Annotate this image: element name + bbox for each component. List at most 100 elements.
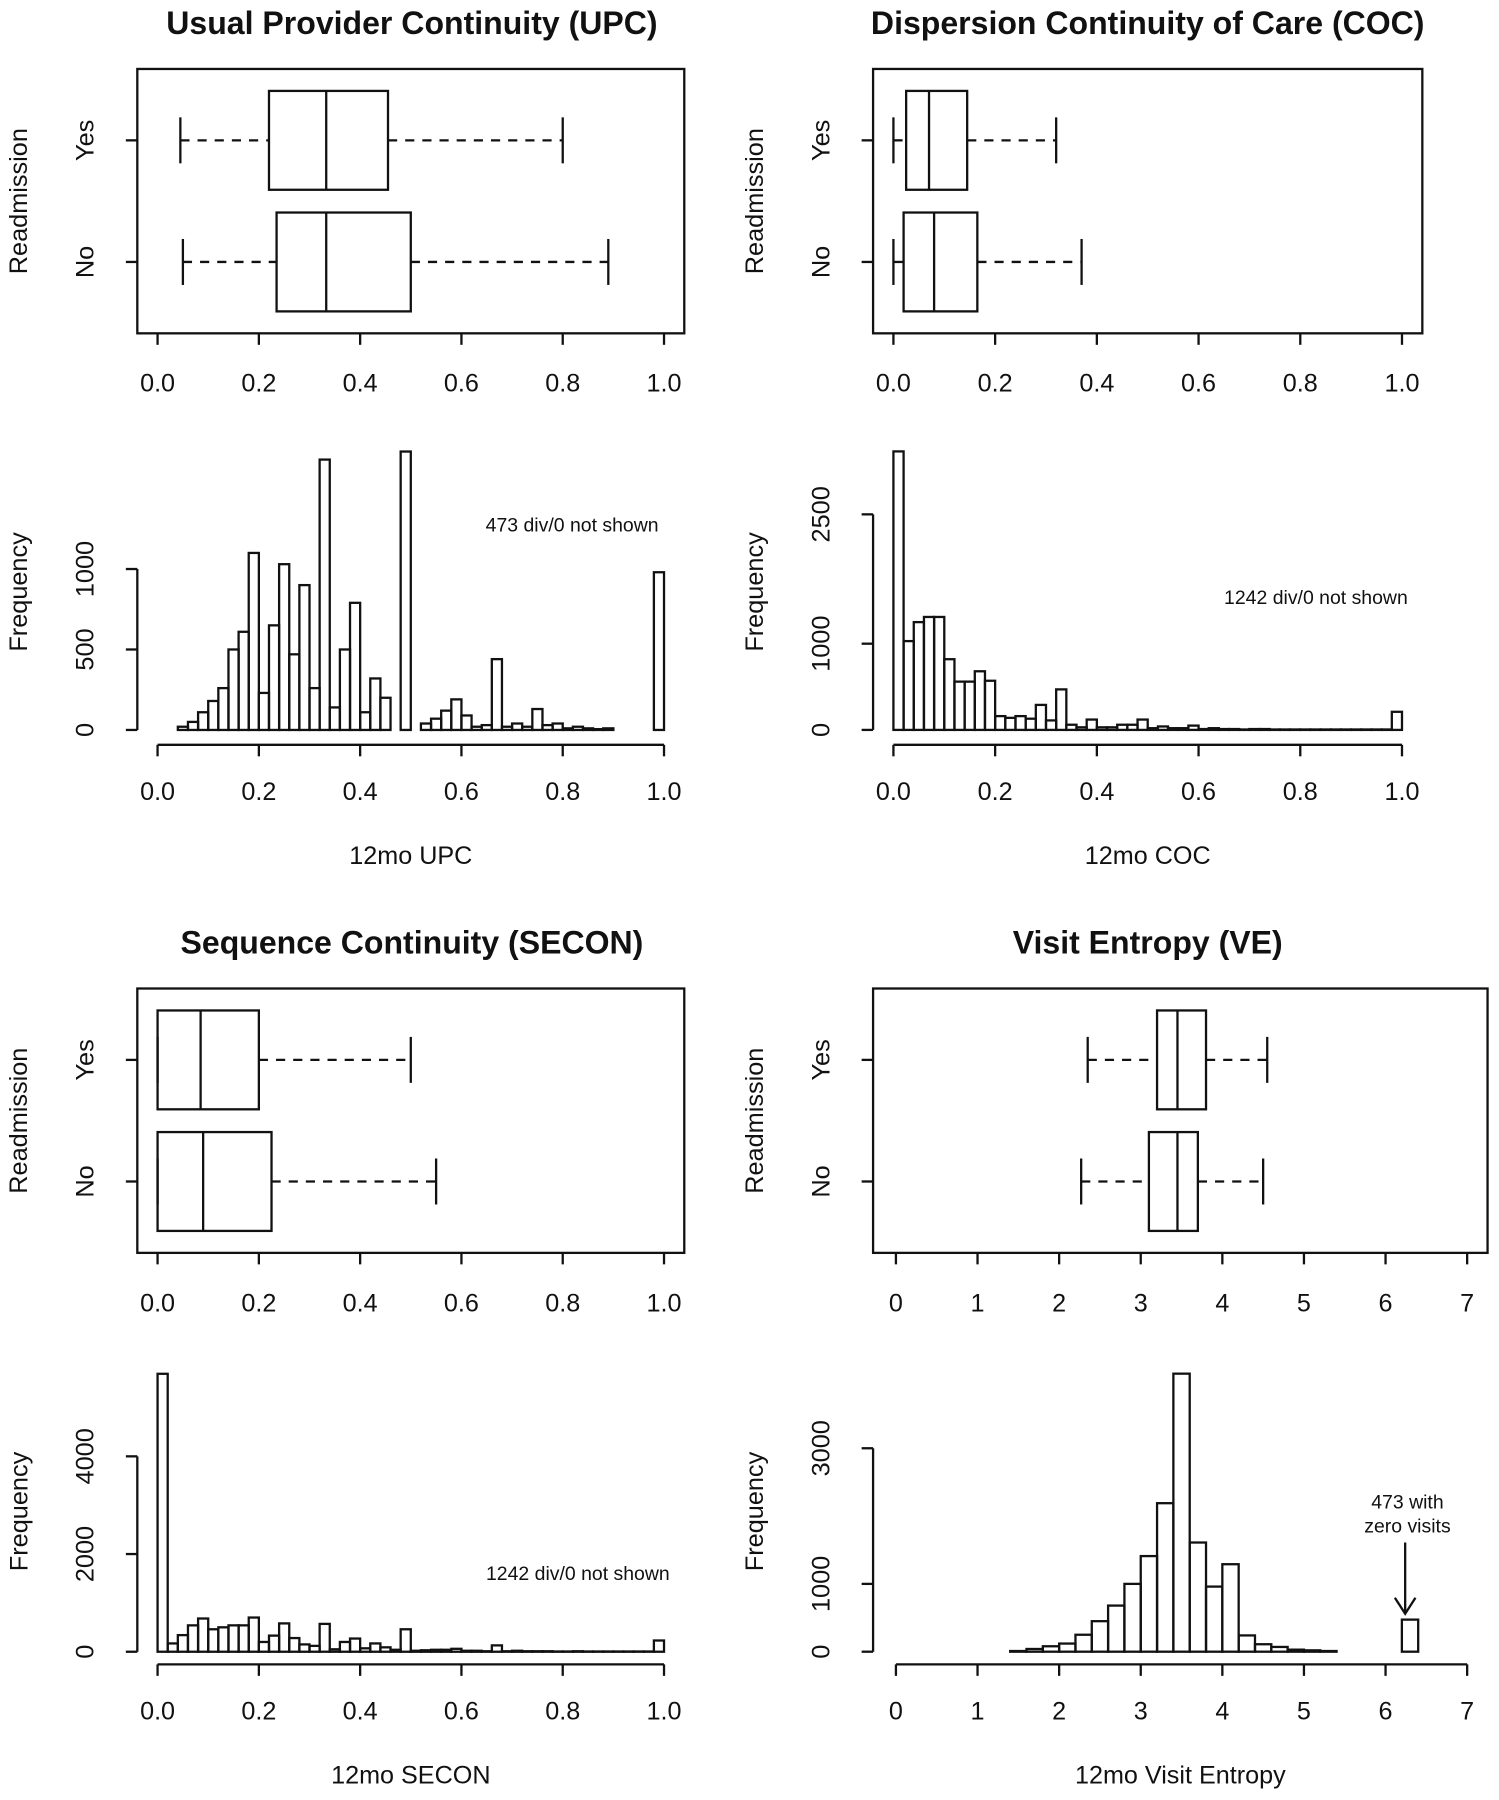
bar — [1123, 1582, 1142, 1653]
x-tick-label: 1.0 — [1384, 778, 1419, 806]
x-tick-label: 0.6 — [444, 1289, 479, 1317]
bar — [298, 583, 311, 732]
bar — [1075, 726, 1088, 732]
x-tick-label: 1.0 — [647, 1697, 682, 1725]
bar — [490, 657, 504, 732]
bar — [369, 677, 382, 732]
x-tick-label: 0.6 — [444, 1697, 479, 1725]
bar — [1217, 727, 1231, 732]
x-tick-label: 1 — [971, 1289, 985, 1317]
x-tick-label: 7 — [1460, 1697, 1474, 1725]
bar — [1227, 727, 1241, 732]
bar — [1248, 727, 1261, 732]
bar — [1034, 703, 1048, 732]
bar — [257, 691, 271, 732]
bar — [399, 450, 412, 732]
bar — [288, 653, 301, 732]
bar — [922, 615, 936, 732]
x-tick-label: 2 — [1052, 1697, 1066, 1725]
bar — [1074, 1633, 1093, 1653]
annotation: 473 with — [1371, 1492, 1443, 1514]
bar — [902, 639, 915, 732]
bar — [217, 686, 230, 732]
bar — [581, 727, 595, 732]
y-tick-label: 0 — [807, 723, 835, 737]
y-tick-label: 500 — [72, 628, 100, 670]
bar — [369, 1642, 382, 1653]
box — [1147, 1130, 1200, 1233]
x-tick-label: 0 — [889, 1697, 903, 1725]
bar — [1065, 723, 1078, 732]
y-axis-label: Frequency — [741, 532, 769, 652]
x-tick-label: 2 — [1052, 1289, 1066, 1317]
bar — [470, 1649, 483, 1653]
bar — [308, 1644, 321, 1653]
box — [1155, 1009, 1208, 1111]
y-tick-label: No — [72, 1165, 100, 1197]
annotation: zero visits — [1364, 1516, 1451, 1538]
bar — [308, 686, 321, 732]
y-tick-label: Yes — [72, 1039, 100, 1080]
x-axis-label: 12mo COC — [1085, 842, 1211, 870]
x-tick-label: 7 — [1460, 1289, 1474, 1317]
bar — [1188, 1541, 1208, 1653]
y-tick-label: 3000 — [807, 1420, 835, 1476]
bar — [1390, 710, 1404, 732]
bar — [328, 706, 342, 732]
bar — [1044, 719, 1058, 732]
x-tick-label: 0.0 — [140, 1289, 175, 1317]
bar — [652, 571, 666, 732]
bar — [1055, 688, 1068, 732]
bar — [419, 1649, 433, 1653]
bar — [176, 725, 190, 732]
bar — [298, 1643, 311, 1653]
bar — [450, 698, 463, 732]
bar — [932, 615, 946, 732]
x-tick-label: 1 — [971, 1697, 985, 1725]
x-tick-label: 0.4 — [343, 778, 378, 806]
x-tick-label: 0.2 — [241, 1697, 276, 1725]
bar — [1187, 724, 1200, 732]
x-tick-label: 5 — [1297, 1289, 1311, 1317]
x-tick-label: 0.4 — [1079, 370, 1114, 398]
x-tick-label: 3 — [1134, 1289, 1148, 1317]
bar — [1057, 1642, 1077, 1653]
bar — [1302, 1649, 1322, 1653]
bar — [227, 648, 240, 732]
bar — [288, 1636, 301, 1653]
bar — [1156, 725, 1170, 732]
bar — [490, 1644, 504, 1653]
x-tick-label: 5 — [1297, 1697, 1311, 1725]
bar — [429, 1648, 443, 1653]
x-tick-label: 0.2 — [241, 1289, 276, 1317]
bar — [1207, 727, 1221, 732]
bar — [602, 727, 615, 732]
x-tick-label: 0.6 — [1181, 778, 1216, 806]
bar — [1014, 714, 1027, 732]
x-tick-label: 0.0 — [876, 778, 911, 806]
x-tick-label: 0.0 — [140, 370, 175, 398]
bar — [571, 725, 585, 732]
box — [902, 211, 979, 313]
x-tick-label: 1.0 — [647, 778, 682, 806]
bar — [1146, 727, 1160, 732]
bar — [963, 680, 976, 732]
x-tick-label: 1.0 — [1384, 370, 1419, 398]
bar — [1106, 1604, 1126, 1653]
y-tick-label: 2500 — [807, 486, 835, 542]
bar — [541, 723, 554, 732]
bar — [1116, 723, 1129, 732]
x-tick-label: 3 — [1134, 1697, 1148, 1725]
x-tick-label: 0.0 — [140, 778, 175, 806]
x-tick-label: 0.4 — [1079, 778, 1114, 806]
chart-title: Dispersion Continuity of Care (COC) — [871, 5, 1425, 41]
bar — [1024, 717, 1037, 732]
x-tick-label: 0.4 — [343, 1289, 378, 1317]
bar — [237, 1624, 250, 1653]
y-tick-label: 1000 — [807, 1556, 835, 1612]
y-tick-label: 1000 — [807, 616, 835, 672]
y-tick-label: No — [72, 246, 100, 278]
x-tick-label: 0.2 — [241, 778, 276, 806]
x-tick-label: 6 — [1379, 1697, 1393, 1725]
box — [904, 89, 969, 191]
